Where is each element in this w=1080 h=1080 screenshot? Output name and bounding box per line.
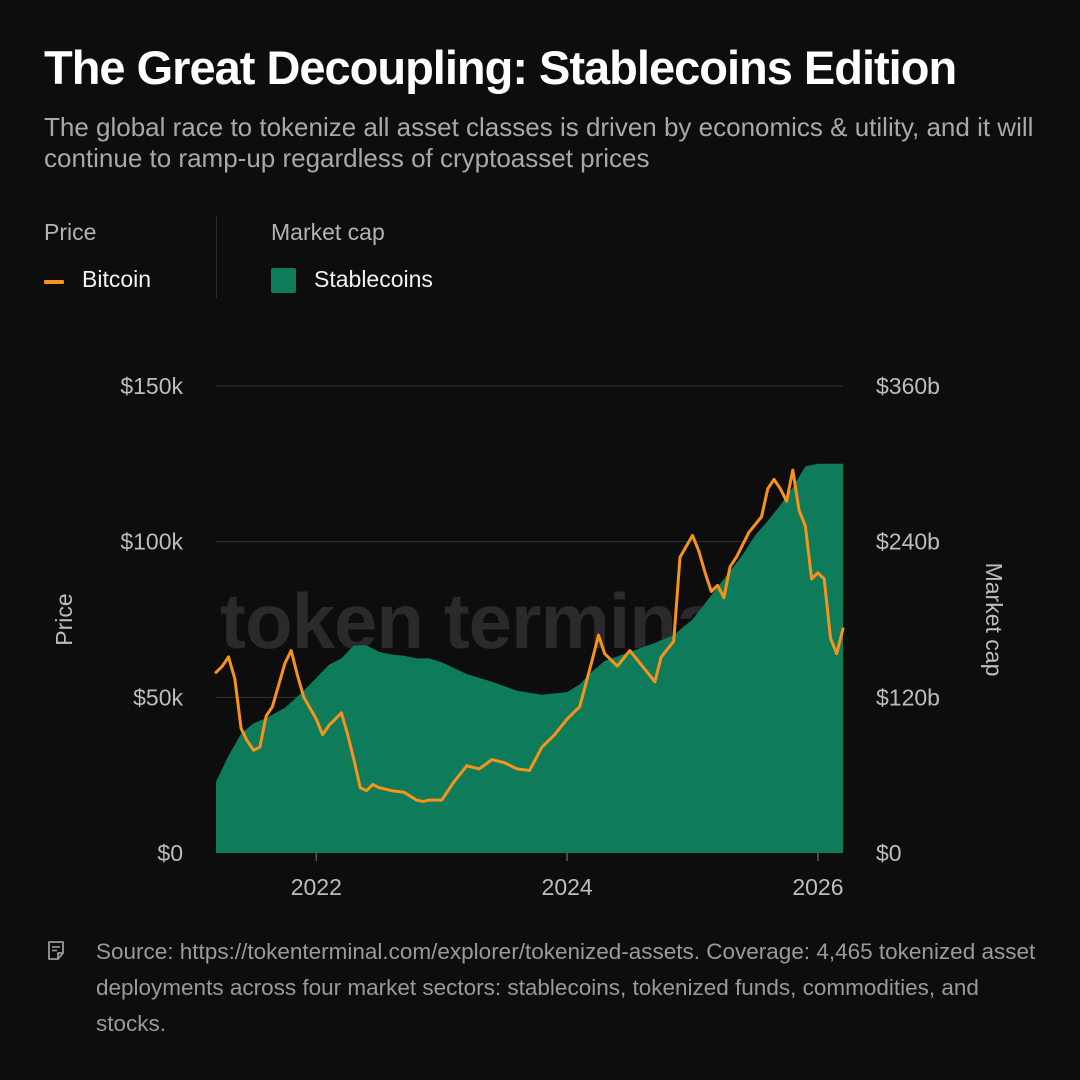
- y-left-tick-label-1: $50k: [133, 684, 183, 710]
- y-left-tick-label-3: $150k: [120, 373, 183, 399]
- stablecoins-area: [216, 463, 843, 853]
- note-icon: [48, 941, 64, 960]
- legend-swatch-bitcoin: [44, 280, 64, 284]
- y-left-tick-label-2: $100k: [120, 529, 183, 555]
- legend-item-bitcoin[interactable]: Bitcoin: [82, 266, 152, 292]
- chart-subtitle: The global race to tokenize all asset cl…: [44, 112, 1034, 173]
- chart-title: The Great Decoupling: Stablecoins Editio…: [44, 41, 957, 94]
- y-right-tick-label-1: $120b: [876, 684, 940, 710]
- chart: token terminal_2022 2024 2026$0$50k$100k$1…: [51, 373, 1007, 900]
- x-tick-label-2026: 2026: [792, 874, 843, 900]
- x-tick-label-2022: 2022: [291, 874, 342, 900]
- y-right-tick-label-0: $0: [876, 840, 902, 866]
- bitcoin-line: [214, 468, 845, 804]
- legend-swatch-stablecoins: [271, 268, 296, 293]
- x-tick-label-2024: 2024: [542, 874, 593, 900]
- y-left-axis-title: Price: [51, 593, 77, 645]
- legend-divider: [216, 216, 217, 298]
- y-left-tick-label-0: $0: [157, 840, 183, 866]
- y-right-axis-title: Market cap: [981, 563, 1007, 677]
- legend-item-stablecoins[interactable]: Stablecoins: [314, 266, 433, 292]
- y-right-tick-label-2: $240b: [876, 529, 940, 555]
- source-note: Source: https://tokenterminal.com/explor…: [96, 939, 1036, 1036]
- y-right-tick-label-3: $360b: [876, 373, 940, 399]
- legend-heading-price: Price: [44, 219, 97, 245]
- legend-heading-market-cap: Market cap: [271, 219, 385, 245]
